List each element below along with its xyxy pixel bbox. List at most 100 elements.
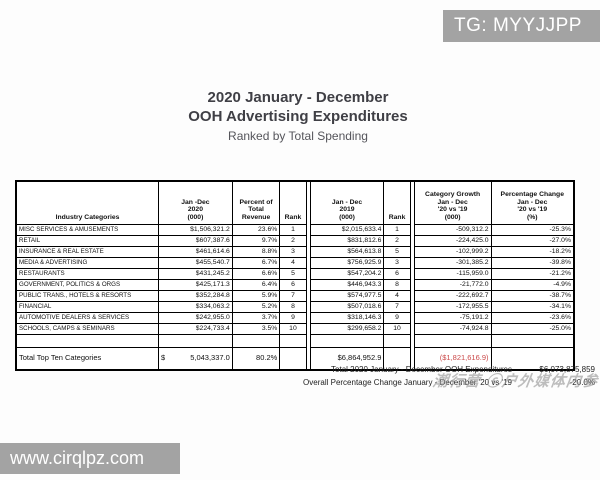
cell-change: -4.9%	[490, 279, 575, 291]
cell-name: INSURANCE & REAL ESTATE	[15, 246, 160, 258]
summary-total-label: Total 2020 January - December OOH Expend…	[331, 365, 512, 374]
total-2020: $ 5,043,337.0	[158, 347, 233, 371]
cell-v2020: $461,614.6	[158, 246, 233, 258]
cell-name: SCHOOLS, CAMPS & SEMINARS	[15, 323, 160, 335]
cell-rank2019: 7	[383, 301, 411, 313]
summary-change-label: Overall Percentage Change January - Dece…	[303, 378, 512, 387]
cell-rank2019: 6	[383, 268, 411, 280]
cell-change: -39.8%	[490, 257, 575, 269]
spacer-cell	[305, 181, 311, 225]
table-row: MEDIA & ADVERTISING $455,540.7 6.7% 4 $756,9…	[15, 257, 575, 269]
cell-v2019: $446,943.3	[309, 279, 385, 291]
cell-rank2019: 9	[383, 312, 411, 324]
cell-pct: 9.7%	[231, 235, 281, 247]
cell-name: AUTOMOTIVE DEALERS & SERVICES	[15, 312, 160, 324]
cell-change: -34.1%	[490, 301, 575, 313]
cell-pct: 5.9%	[231, 290, 281, 302]
cell-change: -21.2%	[490, 268, 575, 280]
spacer-cell	[409, 279, 415, 291]
cell-rank2020: 5	[279, 268, 307, 280]
table-row: AUTOMOTIVE DEALERS & SERVICES $242,955.0 3…	[15, 312, 575, 324]
spacer-cell	[409, 235, 415, 247]
cell-growth: -102,999.2	[413, 246, 492, 258]
spacer-cell	[305, 224, 311, 236]
cell-pct: 5.2%	[231, 301, 281, 313]
header-percentage-change: Percentage Change Jan - Dec '20 vs '19 (…	[490, 180, 575, 225]
cell-v2019: $564,613.8	[309, 246, 385, 258]
table-row: FINANCIAL $334,063.2 5.2% 8 $507,018.6 7 -172,…	[15, 301, 575, 313]
cell-name: FINANCIAL	[15, 301, 160, 313]
cell-rank2020: 10	[279, 323, 307, 335]
expenditure-sheet: Industry Categories Jan -Dec 2020 (000) …	[15, 180, 575, 371]
cell-v2020: $352,284.8	[158, 290, 233, 302]
total-row: Total Top Ten Categories $ 5,043,337.0 8…	[15, 347, 575, 371]
gap-cell	[383, 334, 411, 348]
cell-rank2019: 3	[383, 257, 411, 269]
spacer-cell	[305, 279, 311, 291]
cell-growth: -509,312.2	[413, 224, 492, 236]
spacer-cell	[409, 268, 415, 280]
gap-cell	[490, 334, 575, 348]
spacer-cell	[305, 312, 311, 324]
cell-rank2020: 1	[279, 224, 307, 236]
spacer-cell	[305, 290, 311, 302]
total-rank-2019	[383, 347, 411, 371]
cell-v2019: $756,925.9	[309, 257, 385, 269]
header-rank-2020: Rank	[279, 180, 307, 225]
header-row: Industry Categories Jan -Dec 2020 (000) …	[15, 180, 575, 225]
summary-line-total: Total 2020 January - December OOH Expend…	[0, 363, 596, 376]
cell-v2019: $507,018.6	[309, 301, 385, 313]
cell-rank2020: 9	[279, 312, 307, 324]
cell-name: MEDIA & ADVERTISING	[15, 257, 160, 269]
cell-name: PUBLIC TRANS., HOTELS & RESORTS	[15, 290, 160, 302]
cell-change: -25.3%	[490, 224, 575, 236]
cell-rank2020: 2	[279, 235, 307, 247]
table-row: MISC SERVICES & AMUSEMENTS $1,506,321.2 23…	[15, 224, 575, 236]
table-row: GOVERNMENT, POLITICS & ORGS $425,171.3 6.4…	[15, 279, 575, 291]
cell-growth: -74,924.8	[413, 323, 492, 335]
spacer-cell	[305, 334, 311, 348]
page-title-line1: 2020 January - December	[207, 89, 389, 106]
spacer-cell	[409, 312, 415, 324]
page-title-line2: OOH Advertising Expenditures	[188, 108, 408, 125]
header-rank-2019: Rank	[383, 180, 411, 225]
total-rank-2020	[279, 347, 307, 371]
summary-total-value: $6,073,875,859	[539, 365, 595, 374]
total-dollar-sign: $	[161, 353, 166, 363]
gap-cell	[158, 334, 233, 348]
cell-name: RETAIL	[15, 235, 160, 247]
total-percent: 80.2%	[231, 347, 281, 371]
table-row: SCHOOLS, CAMPS & SEMINARS $224,733.4 3.5% 1…	[15, 323, 575, 335]
cell-rank2020: 3	[279, 246, 307, 258]
table-header: Industry Categories Jan -Dec 2020 (000) …	[15, 180, 575, 225]
spacer-cell	[409, 257, 415, 269]
spacer-cell	[305, 246, 311, 258]
page-subtitle: Ranked by Total Spending	[228, 129, 368, 143]
spacer-cell	[305, 268, 311, 280]
cell-rank2020: 6	[279, 279, 307, 291]
header-percent: Percent of Total Revenue	[231, 180, 281, 225]
cell-change: -25.0%	[490, 323, 575, 335]
spacer-cell	[409, 347, 415, 370]
spacer-cell	[409, 334, 415, 348]
summary-line-change: Overall Percentage Change January - Dece…	[0, 376, 596, 389]
cell-growth: -115,959.0	[413, 268, 492, 280]
header-2020: Jan -Dec 2020 (000)	[158, 180, 233, 225]
summary-block: Total 2020 January - December OOH Expend…	[0, 363, 596, 389]
spacer-cell	[409, 246, 415, 258]
cell-pct: 23.6%	[231, 224, 281, 236]
total-growth: ($1,821,616.9)	[413, 347, 492, 371]
cell-v2019: $831,812.6	[309, 235, 385, 247]
gap-row	[15, 334, 575, 348]
cell-v2020: $334,063.2	[158, 301, 233, 313]
header-2019: Jan - Dec 2019 (000)	[309, 180, 385, 225]
table-row: PUBLIC TRANS., HOTELS & RESORTS $352,284.…	[15, 290, 575, 302]
cell-v2019: $2,015,633.4	[309, 224, 385, 236]
cell-v2020: $242,955.0	[158, 312, 233, 324]
cell-change: -27.0%	[490, 235, 575, 247]
report-title-block: 2020 January - December OOH Advertising …	[0, 88, 596, 145]
cell-change: -18.2%	[490, 246, 575, 258]
header-category-growth: Category Growth Jan - Dec '20 vs '19 (00…	[413, 180, 492, 225]
spacer-cell	[409, 323, 415, 335]
expenditure-table: Industry Categories Jan -Dec 2020 (000) …	[15, 180, 575, 371]
